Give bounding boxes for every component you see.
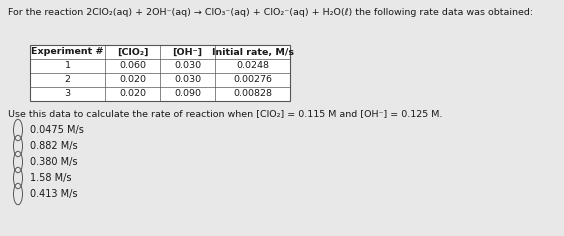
Text: 0.030: 0.030 <box>174 62 201 71</box>
Text: 0.060: 0.060 <box>119 62 146 71</box>
Text: 0.0475 M/s: 0.0475 M/s <box>30 125 84 135</box>
Text: 0.020: 0.020 <box>119 76 146 84</box>
Text: 0.00276: 0.00276 <box>233 76 272 84</box>
Text: 0.030: 0.030 <box>174 76 201 84</box>
Text: [ClO₂]: [ClO₂] <box>117 47 148 56</box>
Bar <box>30 45 290 101</box>
Text: 0.020: 0.020 <box>119 89 146 98</box>
Text: 3: 3 <box>64 89 70 98</box>
Text: 0.380 M/s: 0.380 M/s <box>30 157 77 167</box>
Text: Initial rate, M/s: Initial rate, M/s <box>212 47 293 56</box>
Text: 0.0248: 0.0248 <box>236 62 269 71</box>
Text: 0.090: 0.090 <box>174 89 201 98</box>
Text: [OH⁻]: [OH⁻] <box>173 47 202 56</box>
Text: For the reaction 2ClO₂(aq) + 2OH⁻(aq) → ClO₃⁻(aq) + ClO₂⁻(aq) + H₂O(ℓ) the follo: For the reaction 2ClO₂(aq) + 2OH⁻(aq) → … <box>8 8 533 17</box>
Text: 1: 1 <box>64 62 70 71</box>
Text: Use this data to calculate the rate of reaction when [ClO₂] = 0.115 M and [OH⁻] : Use this data to calculate the rate of r… <box>8 109 442 118</box>
Text: 0.882 M/s: 0.882 M/s <box>30 141 78 151</box>
Text: Experiment #: Experiment # <box>31 47 104 56</box>
Text: 0.413 M/s: 0.413 M/s <box>30 189 77 199</box>
Text: 1.58 M/s: 1.58 M/s <box>30 173 72 183</box>
Text: 0.00828: 0.00828 <box>233 89 272 98</box>
Text: 2: 2 <box>64 76 70 84</box>
